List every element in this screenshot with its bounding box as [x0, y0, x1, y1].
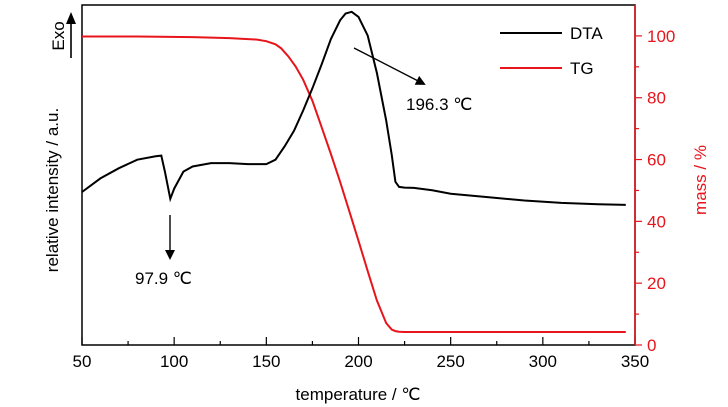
legend-label-dta: DTA: [570, 24, 603, 43]
x-axis-title: temperature / ℃: [296, 385, 421, 404]
y-right-tick-label: 80: [647, 89, 666, 108]
annotation-dip-label: 97.9 ℃: [135, 269, 192, 288]
y-left-axis-title: relative intensity / a.u.: [43, 108, 62, 272]
x-axis-ticks: 50 100 150 200 250 300 350: [73, 337, 649, 371]
y-right-tick-label: 40: [647, 212, 666, 231]
x-tick-label: 100: [160, 352, 188, 371]
x-tick-label: 50: [73, 352, 92, 371]
x-tick-label: 250: [436, 352, 464, 371]
annotation-peak: 196.3 ℃: [353, 47, 472, 114]
annotation-dip: 97.9 ℃: [135, 215, 192, 288]
y-right-axis-title: mass / %: [691, 145, 710, 215]
y-right-tick-label: 100: [647, 27, 675, 46]
exo-arrow-icon: [66, 12, 76, 58]
dta-series-line: [81, 10, 626, 206]
x-tick-label: 300: [529, 352, 557, 371]
annotation-peak-arrow: [353, 47, 426, 85]
annotation-peak-label: 196.3 ℃: [406, 95, 472, 114]
tg-series-line: [82, 35, 626, 333]
y-right-tick-label: 0: [647, 336, 656, 355]
exo-label: Exo: [49, 21, 68, 50]
x-tick-label: 200: [344, 352, 372, 371]
y-right-tick-label: 60: [647, 151, 666, 170]
legend-label-tg: TG: [570, 59, 594, 78]
y-right-tick-label: 20: [647, 274, 666, 293]
legend: DTA TG: [500, 24, 603, 78]
y-right-axis-ticks: 0 20 40 60 80 100: [634, 5, 675, 355]
x-tick-label: 150: [252, 352, 280, 371]
x-tick-label: 350: [621, 352, 649, 371]
